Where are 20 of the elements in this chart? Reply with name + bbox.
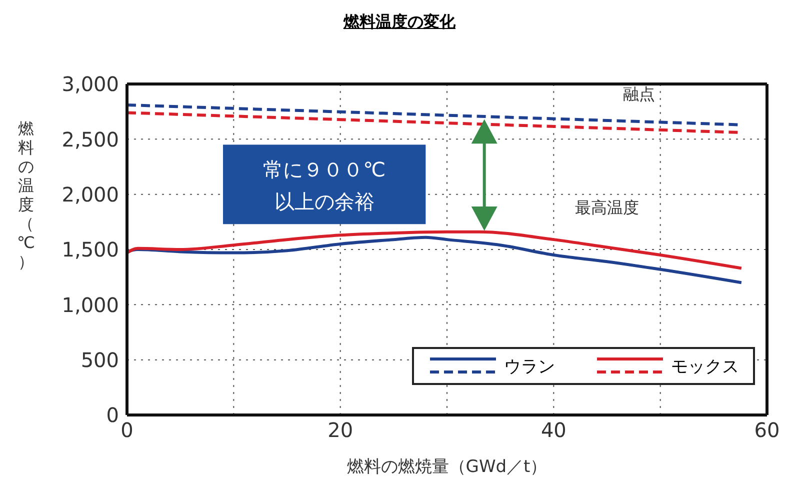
annotation: 最高温度 (575, 198, 639, 218)
chart-title: 燃料温度の変化 (344, 12, 456, 31)
y-tick-label: 1,500 (62, 238, 119, 262)
line-series (127, 236, 743, 284)
line-series (127, 230, 743, 270)
x-tick-label: 60 (754, 418, 780, 442)
annotation: 融点 (623, 84, 655, 104)
legend-label: モックス (671, 356, 739, 378)
x-tick-label: 40 (540, 418, 566, 442)
y-axis-title: 燃料の温度（℃） (16, 119, 36, 271)
y-tick-label: 1,000 (62, 292, 119, 317)
y-tick-label: 0 (106, 403, 119, 428)
y-tick-label: 3,000 (62, 72, 119, 96)
x-tick-label: 20 (328, 418, 354, 442)
y-tick-label: 500 (80, 348, 119, 372)
y-tick-label: 2,000 (62, 182, 119, 206)
legend-label: ウラン (504, 356, 555, 378)
y-tick-label: 2,500 (62, 127, 119, 152)
x-axis-title: 燃料の燃焼量（GWd／t） (346, 456, 548, 478)
annotation: 常に９００℃ 以上の余裕 (263, 158, 386, 214)
